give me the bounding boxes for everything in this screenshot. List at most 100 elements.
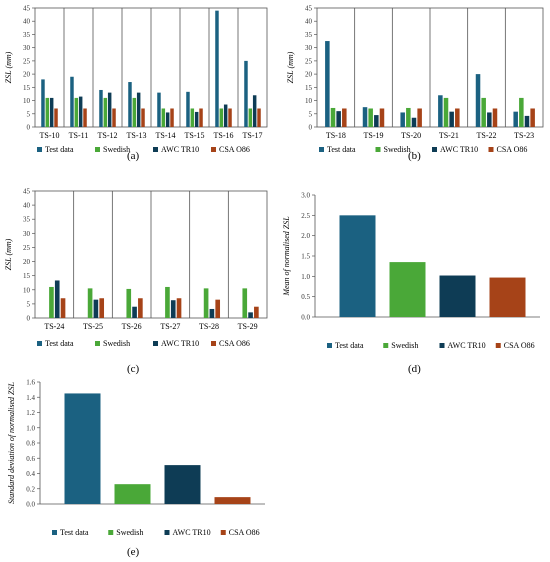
bar-TS-12-test-data [99, 89, 103, 127]
legend-entry: AWC TR10 [173, 528, 211, 537]
bar-TS-12-swedish [103, 97, 108, 127]
bar-awc-tr10 [439, 275, 476, 317]
panel-label-e: (e) [127, 546, 140, 558]
y-tick-label: 30 [23, 230, 31, 238]
y-tick-label: 25 [23, 244, 31, 252]
bar-TS-10-test-data [41, 79, 45, 127]
x-tick-label: TS-12 [98, 131, 118, 140]
x-tick-label: TS-29 [238, 322, 258, 331]
y-tick-label: 15 [305, 84, 313, 92]
bar-TS-16-awc-tr10 [223, 104, 228, 127]
chart-e: 0.0 0.2 0.4 0.6 0.8 1.0 1.2 1.4 1.6 Standard devi… [7, 379, 265, 537]
y-tick-label: 40 [305, 18, 313, 26]
y-tick-label: 1.6 [26, 379, 35, 387]
legend-swatch [319, 147, 324, 152]
y-tick-label: 0.8 [26, 440, 35, 448]
bar-TS-11-swedish [74, 97, 79, 127]
y-axis-label: Mean of normalised ZSL [282, 216, 291, 297]
y-axis-label: Standard deviation of normalised ZSL [7, 381, 16, 503]
legend-swatch [439, 343, 445, 348]
legend-swatch [108, 530, 114, 535]
legend-entry: Test data [45, 339, 74, 348]
x-tick-label: TS-20 [401, 131, 421, 140]
y-tick-label: 0.6 [26, 455, 35, 463]
chart-d: 0.0 0.5 1.0 1.5 2.0 2.5 3.0 Mean of normalised … [282, 192, 540, 350]
y-tick-label: 10 [305, 97, 313, 105]
chart-c: 0 5 10 15 20 25 30 35 40 45 ZSL (mm) TS-24 TS-25 TS-2… [4, 188, 268, 348]
legend-entry: AWC TR10 [161, 339, 199, 348]
bar-TS-27-awc-tr10 [170, 300, 176, 318]
y-tick-label: 35 [23, 31, 31, 39]
bar-TS-18-swedish [330, 107, 336, 127]
bar-swedish [389, 262, 426, 317]
y-tick-label: 0.2 [26, 485, 35, 493]
x-tick-label: TS-15 [185, 131, 205, 140]
panel-label-d: (d) [408, 363, 421, 375]
y-tick-label: 30 [23, 44, 31, 52]
y-tick-label: 5 [27, 300, 31, 308]
bar-TS-20-swedish [406, 107, 411, 127]
bar-TS-21-test-data [438, 95, 443, 127]
bar-TS-15-test-data [186, 91, 190, 127]
legend-swatch [37, 341, 42, 346]
bar-TS-13-awc-tr10 [136, 92, 141, 127]
bar-TS-22-awc-tr10 [487, 112, 492, 127]
bar-TS-13-test-data [128, 82, 132, 127]
bar-TS-23-swedish [519, 97, 524, 127]
x-tick-label: TS-13 [127, 131, 147, 140]
x-tick-label: TS-24 [44, 322, 64, 331]
x-tick-label: TS-19 [364, 131, 384, 140]
y-tick-label: 1.5 [301, 253, 310, 261]
bar-TS-20-csa-o86 [417, 108, 422, 127]
y-axis-label: ZSL (mm) [286, 51, 295, 83]
legend-swatch [488, 147, 494, 152]
bar-TS-20-awc-tr10 [411, 117, 417, 127]
bar-TS-18-csa-o86 [342, 108, 347, 127]
bar-TS-24-csa-o86 [60, 298, 66, 318]
x-tick-label: TS-10 [40, 131, 60, 140]
legend-swatch [432, 147, 437, 152]
y-tick-label: 30 [305, 44, 313, 52]
bar-TS-27-swedish [165, 286, 170, 318]
bar-TS-19-swedish [368, 108, 373, 127]
y-tick-label: 35 [305, 31, 313, 39]
x-tick-label: TS-21 [439, 131, 459, 140]
legend-swatch [375, 147, 381, 152]
bar-TS-11-awc-tr10 [78, 96, 83, 127]
y-tick-label: 10 [23, 97, 31, 105]
bar-TS-19-csa-o86 [379, 108, 385, 127]
bar-TS-27-csa-o86 [176, 298, 182, 318]
bar-test-data [64, 393, 101, 504]
legend-entry: Test data [327, 145, 356, 154]
legend-entry: Swedish [103, 145, 130, 154]
bar-TS-21-swedish [443, 97, 449, 127]
legend-swatch [211, 147, 216, 152]
legend-entry: Test data [335, 341, 364, 350]
y-tick-label: 1.4 [26, 394, 35, 402]
bar-TS-23-test-data [513, 111, 518, 127]
x-tick-label: TS-22 [477, 131, 497, 140]
legend-swatch [495, 343, 501, 348]
x-tick-label: TS-23 [514, 131, 534, 140]
y-tick-label: 20 [23, 258, 31, 266]
y-tick-label: 0.0 [26, 501, 35, 509]
bar-TS-24-swedish [49, 286, 54, 318]
y-tick-label: 40 [23, 202, 31, 210]
bar-TS-14-csa-o86 [170, 108, 174, 127]
legend-swatch [211, 341, 216, 346]
y-tick-label: 5 [309, 110, 313, 118]
y-tick-label: 1.0 [301, 273, 310, 281]
bar-TS-15-awc-tr10 [194, 111, 199, 127]
bar-TS-17-awc-tr10 [252, 95, 257, 127]
legend-swatch [95, 341, 100, 346]
y-tick-label: 10 [23, 286, 31, 294]
y-tick-label: 45 [305, 5, 313, 13]
bar-TS-25-awc-tr10 [93, 299, 99, 318]
bar-TS-14-test-data [157, 92, 161, 127]
y-tick-label: 0 [27, 315, 31, 323]
legend-swatch [383, 343, 389, 348]
y-tick-label: 3.0 [301, 192, 310, 200]
y-tick-label: 5 [27, 110, 31, 118]
y-tick-label: 20 [23, 71, 31, 79]
bar-TS-16-test-data [215, 10, 219, 127]
